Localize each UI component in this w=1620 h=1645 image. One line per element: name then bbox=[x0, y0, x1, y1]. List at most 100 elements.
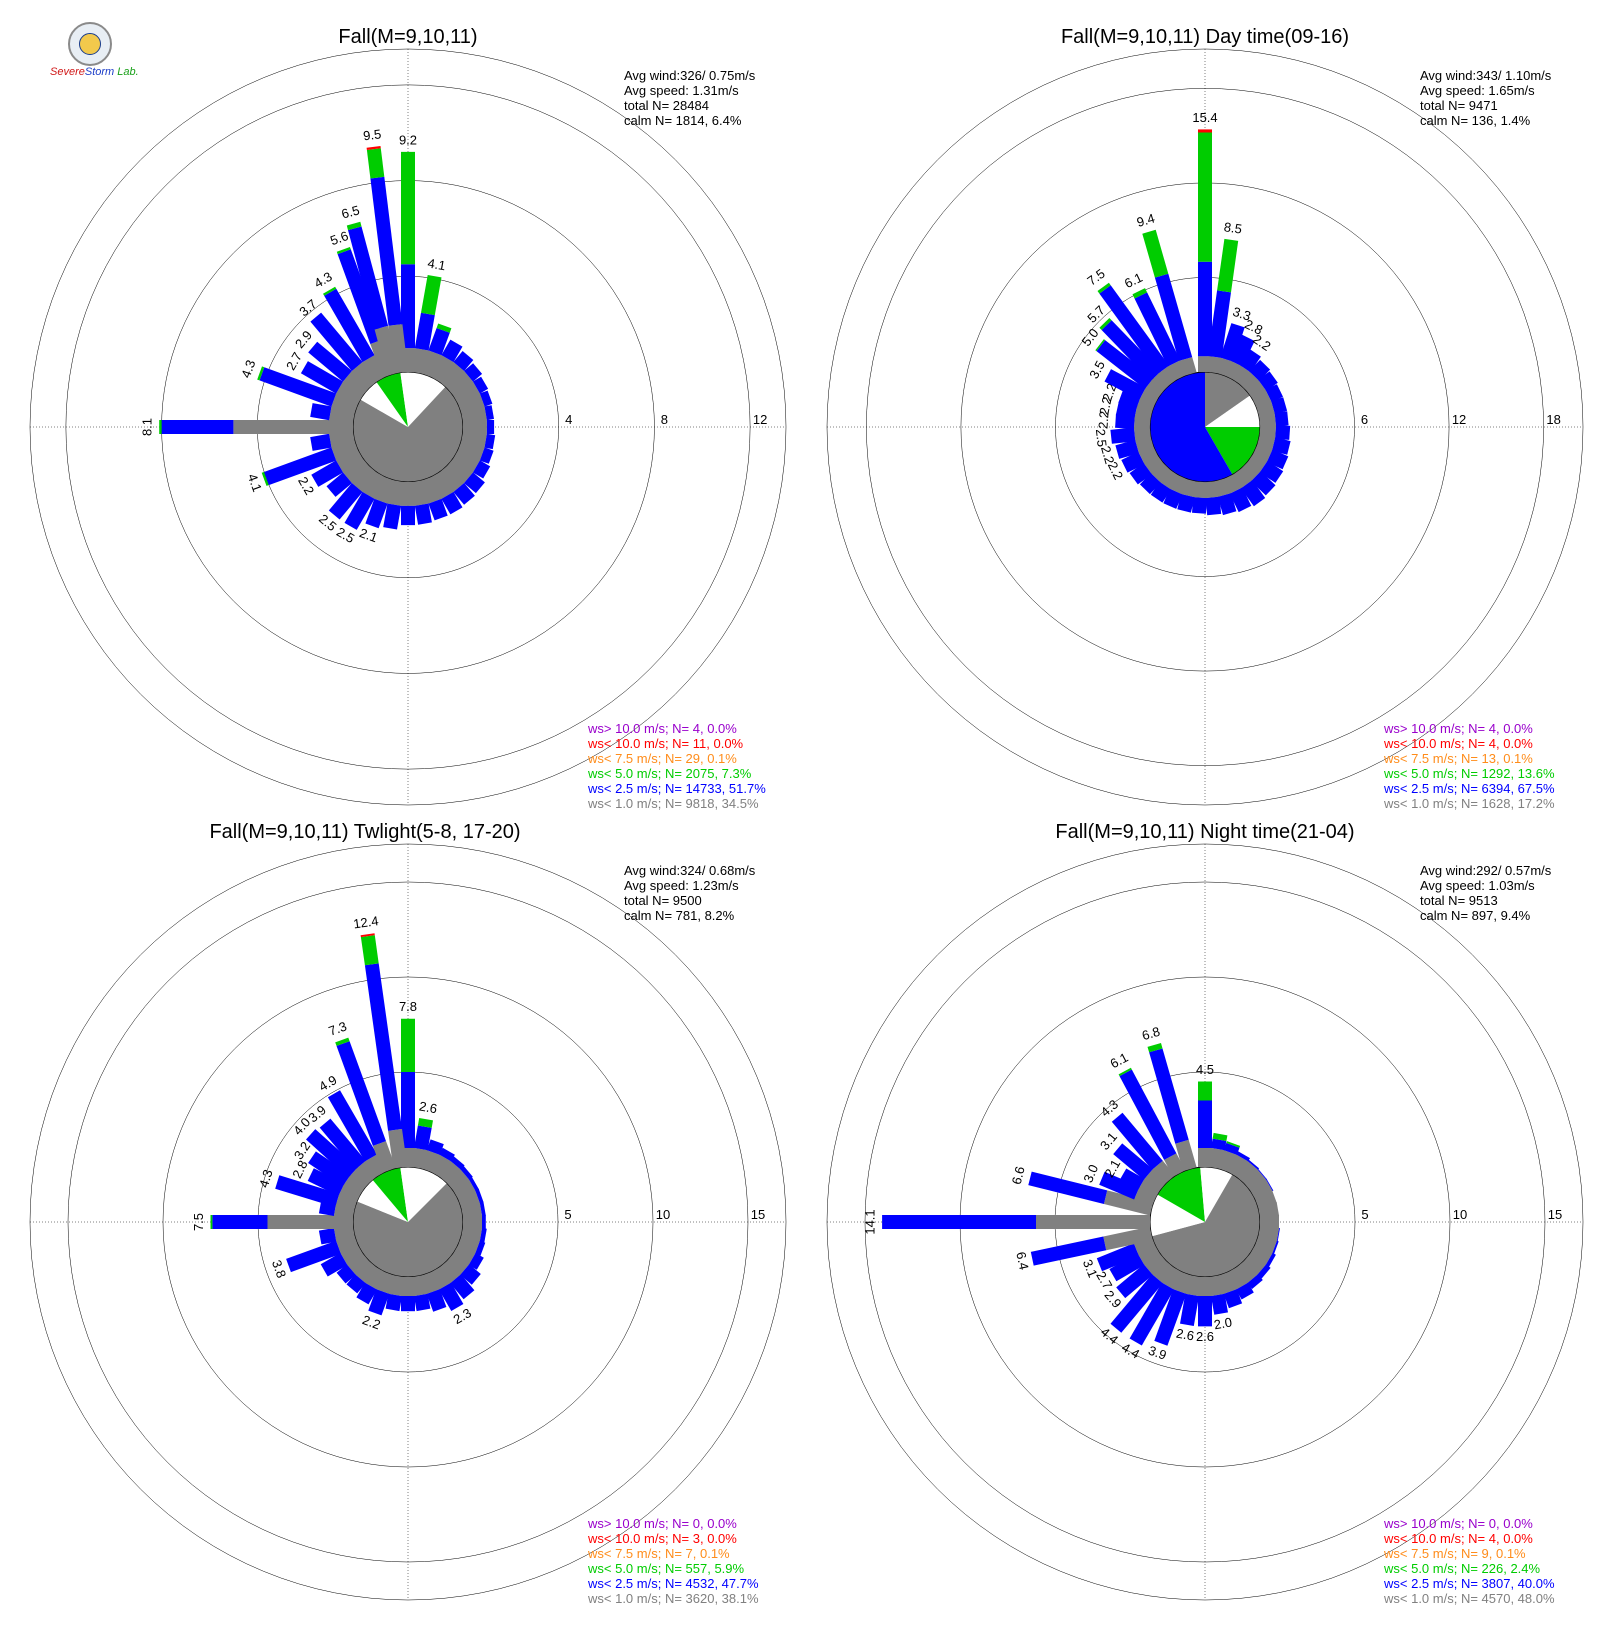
radial-tick-label: 10 bbox=[1453, 1207, 1467, 1222]
legend-entry: ws< 10.0 m/s; N= 4, 0.0% bbox=[1383, 736, 1533, 751]
wind-bar: 6.4 bbox=[1013, 1226, 1153, 1271]
wind-bar-segment-blue bbox=[1180, 1293, 1199, 1326]
wind-bar bbox=[1150, 468, 1180, 503]
wind-bar-segment-gray bbox=[1242, 1169, 1267, 1192]
wind-bar-segment-blue bbox=[453, 351, 474, 371]
wind-bar bbox=[310, 429, 356, 451]
wind-bar: 9.4 bbox=[1135, 210, 1197, 377]
wind-bar-label: 2.1 bbox=[358, 525, 380, 545]
wind-bar-segment-green bbox=[366, 148, 385, 179]
wind-bar-segment-blue bbox=[401, 1296, 415, 1312]
wind-bar-segment-green bbox=[336, 247, 351, 255]
wind-bar-segment-blue bbox=[484, 433, 496, 450]
wind-bar-segment-green bbox=[210, 1215, 213, 1229]
wind-bar-segment-green bbox=[346, 221, 362, 231]
wind-bar-label: 2.2 bbox=[1095, 410, 1111, 429]
wind-bar-segment-green bbox=[1217, 238, 1239, 293]
wind-bar-segment-blue bbox=[1113, 1143, 1153, 1180]
wind-bar-label: 9.5 bbox=[362, 126, 382, 143]
wind-bar-segment-gray bbox=[343, 457, 371, 484]
calm-pie-slice bbox=[352, 386, 463, 482]
wind-bar bbox=[1238, 359, 1271, 393]
wind-bar-label: 2.8 bbox=[289, 1158, 310, 1181]
wind-bar-segment-gray bbox=[1143, 1252, 1168, 1275]
wind-bar-segment-blue bbox=[1096, 1243, 1139, 1272]
wind-bar-segment-blue bbox=[438, 1147, 455, 1162]
wind-bar-segment-gray bbox=[233, 420, 353, 434]
wind-bar-segment-gray bbox=[445, 1169, 470, 1192]
wind-bar-segment-gray bbox=[452, 1178, 476, 1201]
wind-bar-segment-gray bbox=[410, 479, 429, 506]
wind-bar-segment-blue bbox=[1265, 384, 1283, 403]
legend-entry: ws< 2.5 m/s; N= 4532, 47.7% bbox=[587, 1576, 759, 1591]
wind-bar-segment-blue bbox=[1129, 462, 1152, 485]
wind-bar-segment-blue bbox=[1116, 1264, 1153, 1299]
wind-bar-segment-blue bbox=[460, 1264, 481, 1285]
wind-bar-label: 4.3 bbox=[311, 269, 334, 291]
wind-bar-segment-gray bbox=[1143, 453, 1165, 475]
wind-bar-segment-gray bbox=[364, 1266, 387, 1290]
wind-bar-label: 2.9 bbox=[292, 328, 315, 351]
wind-bar-label: 6.5 bbox=[340, 202, 361, 221]
calm-pie-slice bbox=[408, 372, 446, 427]
wind-bar: 3.3 bbox=[1215, 304, 1253, 377]
stats-line: calm N= 897, 9.4% bbox=[1420, 908, 1531, 923]
wind-bar-label: 5.0 bbox=[1079, 326, 1102, 349]
legend-entry: ws< 7.5 m/s; N= 9, 0.1% bbox=[1383, 1546, 1526, 1561]
wind-bar bbox=[438, 1156, 465, 1185]
wind-bar-segment-green bbox=[1097, 282, 1111, 294]
wind-bar-segment-blue bbox=[414, 312, 435, 351]
wind-bar: 4.1 bbox=[245, 439, 359, 494]
wind-bar-segment-gray bbox=[1246, 452, 1268, 473]
wind-bar-segment-blue bbox=[428, 328, 450, 356]
wind-bar-segment-gray bbox=[1230, 364, 1251, 386]
wind-bar-segment-blue bbox=[1272, 437, 1291, 455]
wind-bar-segment-blue bbox=[1265, 1178, 1274, 1192]
wind-bar bbox=[445, 1166, 473, 1192]
legend-entry: ws> 10.0 m/s; N= 4, 0.0% bbox=[587, 721, 737, 736]
wind-bar-segment-blue bbox=[464, 363, 483, 382]
legend-entry: ws< 7.5 m/s; N= 7, 0.1% bbox=[587, 1546, 730, 1561]
wind-bar-label: 5.7 bbox=[1084, 302, 1107, 325]
wind-bar-segment-gray bbox=[342, 1174, 367, 1197]
wind-bar-label: 2.5 bbox=[1093, 428, 1110, 448]
wind-bar-segment-blue bbox=[1150, 481, 1172, 503]
wind-bar-segment-blue bbox=[1099, 285, 1170, 374]
wind-bar-segment-green bbox=[401, 1018, 415, 1072]
wind-bar-segment-gray bbox=[1143, 1169, 1168, 1192]
wind-bar-segment-blue bbox=[326, 472, 352, 497]
wind-bar-segment-blue bbox=[426, 1139, 444, 1155]
wind-bar-segment-blue bbox=[1249, 359, 1271, 381]
wind-bar-segment-blue bbox=[472, 460, 491, 479]
radial-tick-label: 8 bbox=[661, 412, 668, 427]
wind-bar-segment-blue bbox=[275, 1175, 340, 1208]
wind-bar bbox=[452, 1243, 484, 1270]
wind-bar-segment-blue bbox=[438, 1282, 464, 1311]
stats-line: Avg wind:324/ 0.68m/s bbox=[624, 863, 756, 878]
wind-bar-segment-blue bbox=[1235, 1282, 1254, 1300]
wind-bar-label: 7.3 bbox=[327, 1018, 349, 1038]
wind-bar bbox=[1249, 1178, 1274, 1201]
wind-bar-label: 3.8 bbox=[269, 1258, 289, 1280]
wind-bar-segment-blue bbox=[453, 483, 475, 505]
wind-bar-label: 2.0 bbox=[1213, 1314, 1233, 1332]
wind-bar bbox=[410, 479, 432, 525]
stats-line: Avg wind:292/ 0.57m/s bbox=[1420, 863, 1552, 878]
wind-bar bbox=[1246, 452, 1284, 483]
wind-bar-segment-blue bbox=[1238, 348, 1261, 373]
stats-line: total N= 9500 bbox=[624, 893, 702, 908]
wind-bar-segment-blue bbox=[472, 376, 489, 394]
wind-bar-segment-gray bbox=[452, 381, 480, 406]
stats-line: Avg wind:343/ 1.10m/s bbox=[1420, 68, 1552, 83]
wind-bar-segment-green bbox=[1226, 1141, 1241, 1148]
wind-bar-segment-blue bbox=[212, 1215, 268, 1229]
legend-entry: ws< 1.0 m/s; N= 3620, 38.1% bbox=[587, 1591, 759, 1606]
wind-bar-segment-blue bbox=[401, 505, 415, 526]
wind-bar-label: 2.2 bbox=[360, 1312, 382, 1332]
wind-bar-segment-gray bbox=[460, 406, 487, 425]
wind-bar-segment-blue bbox=[1205, 496, 1222, 516]
wind-bar-label: 4.9 bbox=[316, 1072, 339, 1094]
wind-bar: 2.6 bbox=[1175, 1274, 1203, 1344]
wind-bar bbox=[457, 390, 493, 415]
